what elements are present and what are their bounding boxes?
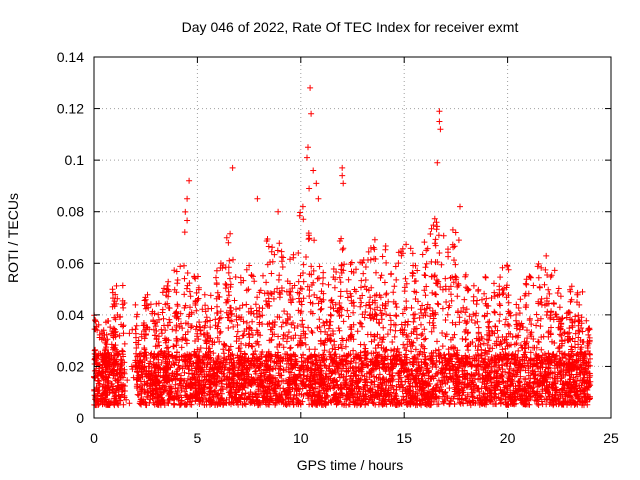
y-tick-labels: 0 0.02 0.04 0.06 0.08 0.1 0.12 0.14 [57,49,84,426]
scatter-markers [91,84,594,409]
x-tick-label: 5 [194,430,202,446]
y-axis-label: ROTI / TECUs [5,193,21,283]
y-tick-label: 0.08 [57,204,84,220]
x-tick-label: 10 [293,430,309,446]
y-tick-label: 0.14 [57,49,84,65]
data-points [91,84,594,409]
y-tick-label: 0.1 [65,152,85,168]
y-tick-label: 0.04 [57,307,84,323]
x-tick-labels: 0 5 10 15 20 25 [90,430,619,446]
y-tick-label: 0 [76,410,84,426]
plot-frame [93,56,612,419]
x-tick-label: 25 [603,430,619,446]
x-tick-label: 0 [90,430,98,446]
x-tick-label: 20 [500,430,516,446]
axis-ticks [93,56,612,419]
x-axis-label: GPS time / hours [297,457,404,473]
x-tick-label: 15 [396,430,412,446]
y-tick-label: 0.02 [57,358,84,374]
chart-title: Day 046 of 2022, Rate Of TEC Index for r… [182,19,519,35]
y-tick-label: 0.12 [57,101,84,117]
y-tick-label: 0.06 [57,255,84,271]
